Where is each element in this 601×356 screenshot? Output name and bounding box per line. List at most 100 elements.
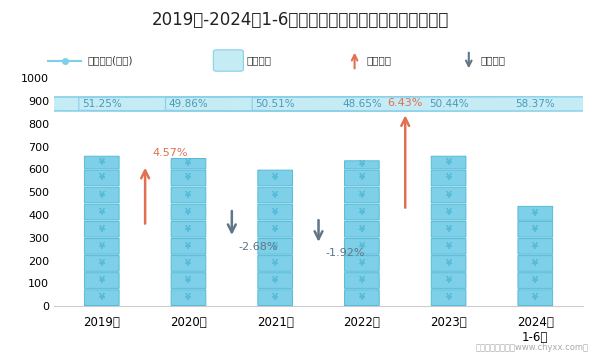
FancyBboxPatch shape	[0, 97, 385, 111]
Text: ¥: ¥	[359, 242, 365, 251]
Text: 6.43%: 6.43%	[388, 98, 423, 108]
FancyBboxPatch shape	[432, 204, 466, 220]
Text: ¥: ¥	[99, 173, 105, 183]
FancyBboxPatch shape	[344, 204, 379, 220]
Text: ¥: ¥	[532, 209, 538, 218]
FancyBboxPatch shape	[432, 290, 466, 305]
FancyBboxPatch shape	[432, 221, 466, 237]
FancyBboxPatch shape	[518, 221, 553, 237]
FancyBboxPatch shape	[79, 97, 601, 111]
FancyBboxPatch shape	[171, 256, 206, 271]
Text: ¥: ¥	[99, 293, 105, 302]
FancyBboxPatch shape	[258, 290, 293, 305]
Text: ¥: ¥	[445, 158, 451, 167]
Text: 50.44%: 50.44%	[429, 99, 468, 109]
FancyBboxPatch shape	[518, 239, 553, 254]
Text: ¥: ¥	[359, 190, 365, 200]
Text: ¥: ¥	[186, 225, 192, 234]
Text: 58.37%: 58.37%	[516, 99, 555, 109]
FancyBboxPatch shape	[84, 221, 119, 237]
Text: 累计保费(亿元): 累计保费(亿元)	[87, 56, 133, 66]
Text: ¥: ¥	[359, 225, 365, 234]
Text: ¥: ¥	[99, 208, 105, 217]
Text: ¥: ¥	[359, 293, 365, 302]
FancyBboxPatch shape	[84, 204, 119, 220]
Text: 50.51%: 50.51%	[255, 99, 295, 109]
Text: ¥: ¥	[445, 293, 451, 302]
Text: ¥: ¥	[272, 208, 278, 217]
Text: 51.25%: 51.25%	[82, 99, 121, 109]
Text: ¥: ¥	[99, 225, 105, 234]
Text: ¥: ¥	[359, 276, 365, 285]
Text: 同比减少: 同比减少	[481, 56, 506, 66]
FancyBboxPatch shape	[84, 156, 119, 169]
Text: ¥: ¥	[272, 259, 278, 268]
FancyBboxPatch shape	[258, 221, 293, 237]
FancyBboxPatch shape	[258, 170, 293, 186]
Text: ¥: ¥	[359, 161, 365, 169]
FancyBboxPatch shape	[171, 158, 206, 169]
Text: ¥: ¥	[272, 276, 278, 285]
FancyBboxPatch shape	[432, 170, 466, 186]
FancyBboxPatch shape	[171, 170, 206, 186]
Text: ¥: ¥	[186, 159, 192, 168]
Text: 2019年-2024年1-6月吉林省累计原保险保费收入统计图: 2019年-2024年1-6月吉林省累计原保险保费收入统计图	[152, 11, 449, 29]
Text: 同比增加: 同比增加	[367, 56, 392, 66]
Text: -1.92%: -1.92%	[326, 248, 365, 258]
Text: 寿险占比: 寿险占比	[246, 56, 272, 66]
Text: -2.68%: -2.68%	[239, 242, 278, 252]
Text: ¥: ¥	[445, 242, 451, 251]
FancyBboxPatch shape	[213, 50, 243, 71]
FancyBboxPatch shape	[171, 290, 206, 305]
FancyBboxPatch shape	[432, 273, 466, 288]
FancyBboxPatch shape	[84, 256, 119, 271]
FancyBboxPatch shape	[432, 156, 466, 169]
Text: ¥: ¥	[359, 259, 365, 268]
Text: ¥: ¥	[186, 173, 192, 183]
FancyBboxPatch shape	[252, 97, 601, 111]
Text: ¥: ¥	[272, 225, 278, 234]
Text: ¥: ¥	[272, 242, 278, 251]
Text: ¥: ¥	[532, 225, 538, 234]
Text: ¥: ¥	[186, 242, 192, 251]
FancyBboxPatch shape	[432, 256, 466, 271]
FancyBboxPatch shape	[344, 170, 379, 186]
Text: ¥: ¥	[99, 276, 105, 285]
FancyBboxPatch shape	[344, 161, 379, 169]
Text: ¥: ¥	[272, 293, 278, 302]
Text: ¥: ¥	[272, 190, 278, 200]
FancyBboxPatch shape	[518, 256, 553, 271]
FancyBboxPatch shape	[0, 97, 558, 111]
FancyBboxPatch shape	[84, 239, 119, 254]
FancyBboxPatch shape	[258, 273, 293, 288]
Text: 49.86%: 49.86%	[169, 99, 209, 109]
FancyBboxPatch shape	[518, 206, 553, 220]
FancyBboxPatch shape	[171, 187, 206, 203]
FancyBboxPatch shape	[171, 204, 206, 220]
Text: 制图：智研咨询（www.chyxx.com）: 制图：智研咨询（www.chyxx.com）	[476, 344, 589, 352]
FancyBboxPatch shape	[344, 273, 379, 288]
Text: ¥: ¥	[445, 173, 451, 183]
FancyBboxPatch shape	[258, 239, 293, 254]
FancyBboxPatch shape	[344, 187, 379, 203]
Text: ¥: ¥	[445, 208, 451, 217]
FancyBboxPatch shape	[171, 273, 206, 288]
FancyBboxPatch shape	[258, 204, 293, 220]
FancyBboxPatch shape	[0, 97, 472, 111]
FancyBboxPatch shape	[84, 290, 119, 305]
Text: ¥: ¥	[532, 276, 538, 285]
Text: ¥: ¥	[272, 173, 278, 183]
Text: ¥: ¥	[532, 259, 538, 268]
FancyBboxPatch shape	[344, 290, 379, 305]
FancyBboxPatch shape	[518, 273, 553, 288]
Text: ¥: ¥	[99, 190, 105, 200]
Text: ¥: ¥	[186, 259, 192, 268]
Text: ¥: ¥	[186, 208, 192, 217]
Text: ¥: ¥	[445, 225, 451, 234]
Text: 4.57%: 4.57%	[152, 148, 188, 158]
FancyBboxPatch shape	[84, 273, 119, 288]
FancyBboxPatch shape	[344, 256, 379, 271]
Text: ¥: ¥	[445, 259, 451, 268]
Text: ¥: ¥	[445, 190, 451, 200]
Text: ¥: ¥	[99, 259, 105, 268]
